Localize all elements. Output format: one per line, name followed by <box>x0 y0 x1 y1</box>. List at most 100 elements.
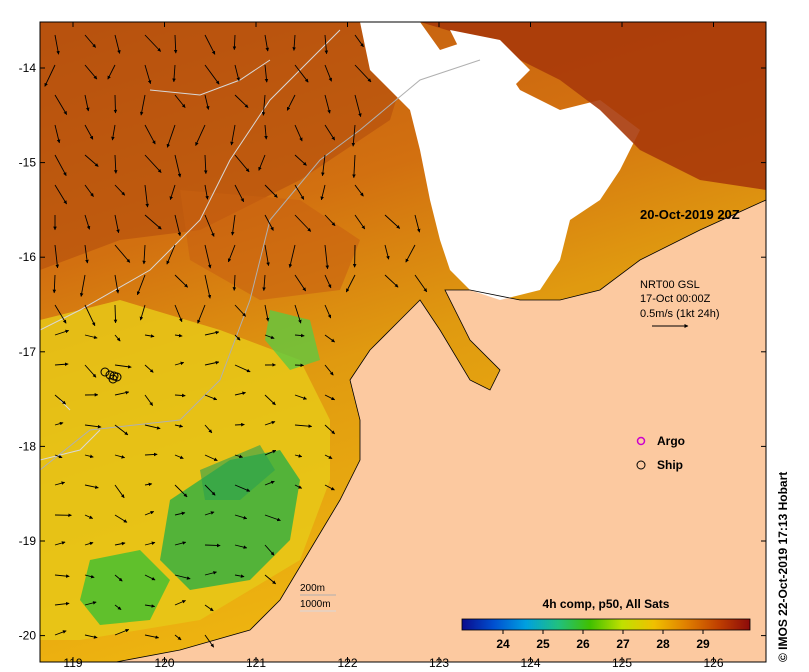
current-vector <box>234 334 241 341</box>
current-vector <box>264 214 274 231</box>
current-vector <box>114 214 120 234</box>
current-vector <box>354 34 364 48</box>
current-vector <box>232 274 237 291</box>
current-vector <box>324 334 335 343</box>
colorbar-tick-label: 25 <box>536 637 550 651</box>
current-vector <box>405 244 416 263</box>
longitude-tick-label: 124 <box>520 656 540 670</box>
current-vector <box>294 424 313 428</box>
current-vector <box>204 34 216 55</box>
current-vector <box>204 214 215 237</box>
current-vector <box>264 184 278 198</box>
longitude-tick-label: 119 <box>63 656 82 670</box>
current-vector <box>294 484 303 489</box>
current-vector <box>234 544 248 549</box>
current-vector <box>84 214 91 230</box>
current-vector <box>174 274 189 288</box>
current-vector <box>384 244 390 260</box>
current-vector <box>351 124 356 147</box>
current-vector <box>234 64 240 82</box>
current-vector <box>54 362 69 367</box>
current-vector <box>234 184 245 203</box>
current-legend-line2: 17-Oct 00:00Z <box>640 293 711 305</box>
current-vector <box>144 482 153 487</box>
current-vector <box>107 64 116 80</box>
current-vector <box>324 64 332 82</box>
latitude-tick-label: -19 <box>19 534 37 548</box>
current-vector <box>174 484 188 498</box>
current-vector <box>204 274 212 299</box>
current-vector <box>52 274 57 294</box>
current-vector <box>114 364 132 369</box>
current-vector <box>264 124 268 140</box>
current-vector <box>174 424 184 428</box>
current-vector <box>54 421 64 426</box>
current-vector <box>144 184 150 208</box>
current-vector <box>324 304 332 319</box>
current-vector <box>203 154 208 175</box>
current-vector <box>230 214 236 236</box>
current-vector <box>264 334 275 339</box>
current-vector <box>114 424 129 436</box>
current-vector <box>144 424 161 430</box>
current-vector <box>354 64 372 83</box>
argo-label: Argo <box>657 434 685 448</box>
current-vector <box>234 514 248 520</box>
current-vector <box>54 481 66 486</box>
current-vector <box>321 154 326 177</box>
colorbar-tick-label: 24 <box>496 637 510 651</box>
current-vector <box>166 244 176 265</box>
current-vector <box>414 274 428 293</box>
current-vector <box>166 124 176 148</box>
current-vector <box>232 34 237 51</box>
cloud-cover <box>450 30 530 90</box>
cool-sst-patch <box>265 310 320 370</box>
current-vector <box>54 244 60 269</box>
current-vector <box>113 304 118 324</box>
current-vector <box>144 124 156 145</box>
current-vector <box>261 94 266 116</box>
current-legend: NRT00 GSL 17-Oct 00:00Z 0.5m/s (1kt 24h) <box>640 279 719 328</box>
current-vector <box>174 454 184 459</box>
current-vector <box>292 34 296 51</box>
current-vector <box>174 634 182 641</box>
current-vector <box>144 64 152 85</box>
current-vector <box>230 124 236 146</box>
current-vectors <box>44 34 428 648</box>
current-vector <box>324 424 336 435</box>
current-vector <box>264 514 281 522</box>
current-vector <box>114 454 126 459</box>
colorbar-tick-label: 27 <box>616 637 630 651</box>
current-vector <box>174 304 183 323</box>
colorbar-tick-label: 28 <box>656 637 670 651</box>
current-vector <box>324 34 329 55</box>
current-vector <box>264 574 276 585</box>
timestamp: 20-Oct-2019 20Z <box>640 207 740 222</box>
current-vector <box>84 94 90 112</box>
current-vector <box>288 244 296 268</box>
current-vector <box>195 124 206 146</box>
land-mass <box>40 200 766 662</box>
cloud-cover <box>360 22 640 300</box>
current-vector <box>44 64 56 87</box>
current-vector <box>84 541 94 546</box>
current-vector <box>354 184 364 197</box>
current-vector <box>324 124 336 141</box>
current-vector <box>294 333 305 338</box>
current-vector <box>174 541 187 546</box>
longitude-tick-label: 123 <box>429 656 449 670</box>
current-vector <box>264 304 270 322</box>
current-vector <box>286 94 296 111</box>
ship-positions <box>100 367 122 384</box>
current-vector <box>324 94 331 114</box>
current-vector <box>324 394 336 401</box>
current-vector <box>114 541 126 546</box>
current-vector <box>139 304 146 321</box>
current-vector <box>294 154 307 166</box>
current-vector <box>84 64 98 80</box>
isobath-legend: 200m 1000m <box>300 583 336 612</box>
current-vector <box>144 541 156 546</box>
current-vector <box>234 154 250 173</box>
current-vector <box>113 94 118 114</box>
cool-sst-patch <box>80 550 170 625</box>
